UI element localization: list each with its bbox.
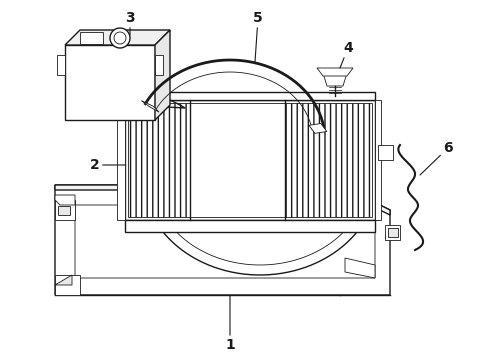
Polygon shape: [80, 32, 103, 44]
Circle shape: [311, 206, 315, 210]
Polygon shape: [55, 185, 390, 295]
Text: 3: 3: [125, 11, 135, 35]
Polygon shape: [141, 101, 159, 112]
Circle shape: [187, 206, 192, 210]
Polygon shape: [117, 100, 125, 220]
Circle shape: [372, 206, 376, 210]
Circle shape: [126, 206, 130, 210]
Polygon shape: [55, 185, 390, 215]
Polygon shape: [388, 228, 398, 237]
Polygon shape: [128, 103, 190, 217]
Polygon shape: [55, 200, 75, 220]
Polygon shape: [125, 220, 375, 232]
Polygon shape: [142, 175, 378, 275]
Circle shape: [114, 32, 126, 44]
Polygon shape: [58, 206, 70, 215]
Polygon shape: [385, 225, 400, 240]
Polygon shape: [155, 30, 170, 120]
Polygon shape: [309, 123, 327, 133]
Polygon shape: [285, 103, 372, 217]
Polygon shape: [125, 92, 375, 100]
Polygon shape: [65, 45, 155, 120]
Polygon shape: [57, 55, 65, 75]
Polygon shape: [155, 55, 163, 75]
Circle shape: [249, 206, 253, 210]
Polygon shape: [55, 275, 80, 295]
Polygon shape: [55, 195, 75, 205]
Text: 5: 5: [253, 11, 263, 62]
Text: 6: 6: [420, 141, 453, 175]
Polygon shape: [323, 73, 347, 86]
Polygon shape: [317, 68, 353, 76]
Polygon shape: [55, 275, 72, 285]
Text: 4: 4: [340, 41, 353, 68]
Circle shape: [110, 28, 130, 48]
Polygon shape: [190, 103, 285, 217]
Polygon shape: [65, 30, 170, 45]
Text: 1: 1: [225, 295, 235, 352]
Polygon shape: [375, 100, 381, 220]
Polygon shape: [75, 205, 375, 278]
Polygon shape: [125, 100, 375, 220]
Text: 2: 2: [90, 158, 125, 172]
Polygon shape: [345, 258, 375, 278]
Polygon shape: [378, 145, 393, 160]
